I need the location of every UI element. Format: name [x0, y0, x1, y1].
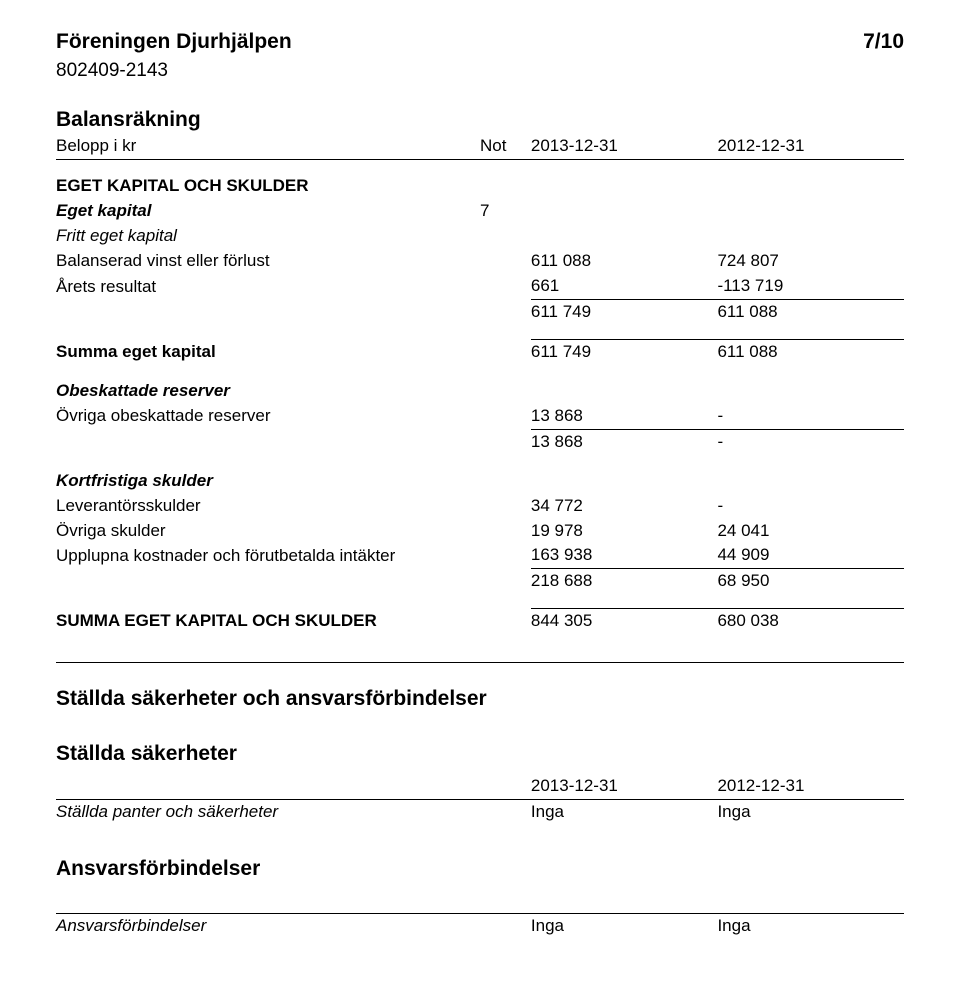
- pledges-main-title: Ställda säkerheter och ansvarsförbindels…: [56, 685, 904, 713]
- cell: -: [717, 494, 904, 519]
- cell: 218 688: [531, 569, 718, 594]
- col-header-y1: 2013-12-31: [531, 774, 718, 799]
- table-row: Övriga obeskattade reserver 13 868 -: [56, 404, 904, 429]
- cell: 13 868: [531, 404, 718, 429]
- cell: 163 938: [531, 543, 718, 568]
- table-row: Årets resultat 661 -113 719: [56, 274, 904, 299]
- cell: 611 088: [531, 249, 718, 274]
- group-subhead: Fritt eget kapital: [56, 224, 480, 249]
- table-row: Övriga skulder 19 978 24 041: [56, 519, 904, 544]
- cell: 611 088: [717, 339, 904, 364]
- cell: 611 749: [531, 339, 718, 364]
- cell: 611 749: [531, 299, 718, 324]
- sakerheter-table: 2013-12-31 2012-12-31 Ställda panter och…: [56, 774, 904, 825]
- summa-eget-label: Summa eget kapital: [56, 339, 480, 364]
- balance-title: Balansräkning: [56, 106, 904, 134]
- col-header-y1: 2013-12-31: [531, 134, 718, 159]
- row-label: Ansvarsförbindelser: [56, 914, 480, 939]
- ansvar-title: Ansvarsförbindelser: [56, 855, 904, 883]
- col-header-row: Belopp i kr Not 2013-12-31 2012-12-31: [56, 134, 904, 159]
- row-label: Ställda panter och säkerheter: [56, 799, 480, 824]
- table-row: Leverantörsskulder 34 772 -: [56, 494, 904, 519]
- cell: 34 772: [531, 494, 718, 519]
- table-row: Ansvarsförbindelser Inga Inga: [56, 914, 904, 939]
- sakerheter-title: Ställda säkerheter: [56, 740, 904, 768]
- cell: 611 088: [717, 299, 904, 324]
- cell: 844 305: [531, 609, 718, 634]
- col-header-row: 2013-12-31 2012-12-31: [56, 774, 904, 799]
- cell: -113 719: [717, 274, 904, 299]
- summa-total-row: SUMMA EGET KAPITAL OCH SKULDER 844 305 6…: [56, 609, 904, 634]
- org-name: Föreningen Djurhjälpen: [56, 28, 292, 56]
- cell: 68 950: [717, 569, 904, 594]
- cell: 724 807: [717, 249, 904, 274]
- group-note: 7: [480, 199, 531, 224]
- row-label: Leverantörsskulder: [56, 494, 480, 519]
- cell: 680 038: [717, 609, 904, 634]
- cell: Inga: [531, 914, 718, 939]
- cell: Inga: [531, 799, 718, 824]
- balance-table: Belopp i kr Not 2013-12-31 2012-12-31 EG…: [56, 134, 904, 634]
- col-header-label: Belopp i kr: [56, 134, 480, 159]
- row-label: Övriga obeskattade reserver: [56, 404, 480, 429]
- page-number: 7/10: [863, 28, 904, 56]
- section-heading: EGET KAPITAL OCH SKULDER: [56, 174, 480, 199]
- cell: 44 909: [717, 543, 904, 568]
- table-row: Balanserad vinst eller förlust 611 088 7…: [56, 249, 904, 274]
- col-header-y2: 2012-12-31: [717, 134, 904, 159]
- divider: [56, 662, 904, 663]
- row-label: Årets resultat: [56, 274, 480, 299]
- subtotal-row: 13 868 -: [56, 429, 904, 454]
- cell: 661: [531, 274, 718, 299]
- table-row: Upplupna kostnader och förutbetalda intä…: [56, 543, 904, 568]
- col-header-y2: 2012-12-31: [717, 774, 904, 799]
- group-eget-kapital: Eget kapital: [56, 199, 480, 224]
- obeskattade-head: Obeskattade reserver: [56, 379, 480, 404]
- row-label: Balanserad vinst eller förlust: [56, 249, 480, 274]
- cell: -: [717, 404, 904, 429]
- row-label: Övriga skulder: [56, 519, 480, 544]
- summa-eget-row: Summa eget kapital 611 749 611 088: [56, 339, 904, 364]
- subtotal-row: 218 688 68 950: [56, 569, 904, 594]
- ansvar-table: Ansvarsförbindelser Inga Inga: [56, 911, 904, 939]
- cell: 19 978: [531, 519, 718, 544]
- col-header-note: Not: [480, 134, 531, 159]
- cell: -: [717, 429, 904, 454]
- cell: 24 041: [717, 519, 904, 544]
- cell: Inga: [717, 799, 904, 824]
- kortfrist-head: Kortfristiga skulder: [56, 469, 480, 494]
- subtotal-row: 611 749 611 088: [56, 299, 904, 324]
- summa-total-label: SUMMA EGET KAPITAL OCH SKULDER: [56, 609, 480, 634]
- cell: Inga: [717, 914, 904, 939]
- row-label: Upplupna kostnader och förutbetalda intä…: [56, 543, 480, 568]
- org-id: 802409-2143: [56, 58, 904, 84]
- cell: 13 868: [531, 429, 718, 454]
- table-row: Ställda panter och säkerheter Inga Inga: [56, 799, 904, 824]
